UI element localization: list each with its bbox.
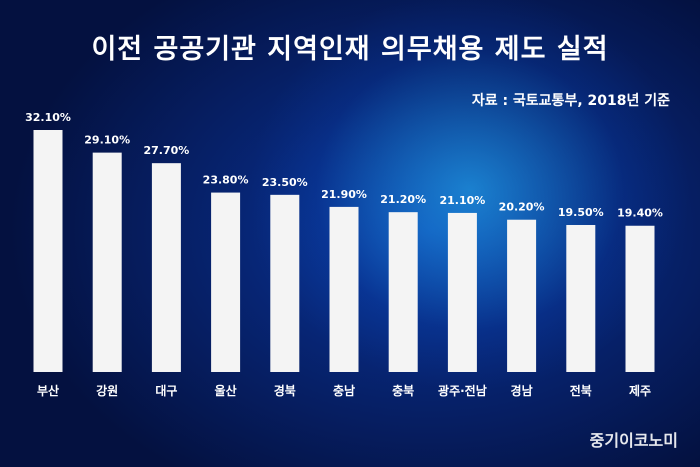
bar-1 [92, 152, 122, 372]
value-label-3: 23.80% [203, 174, 249, 187]
bar-4 [270, 194, 300, 372]
bar-0 [33, 130, 63, 372]
category-label-5: 충남 [333, 383, 355, 398]
chart-title: 이전 공공기관 지역인재 의무채용 제도 실적 [91, 34, 609, 65]
bar-3 [211, 192, 241, 372]
bar-10 [625, 225, 655, 372]
value-label-7: 21.10% [439, 194, 485, 207]
value-label-8: 20.20% [499, 201, 545, 214]
category-label-10: 제주 [629, 384, 651, 398]
value-label-4: 23.50% [262, 176, 308, 189]
bar-9 [566, 224, 596, 372]
category-label-4: 경북 [274, 384, 296, 398]
source-note: 자료 : 국토교통부, 2018년 기준 [471, 93, 670, 109]
bar-5 [329, 206, 359, 372]
category-label-7: 광주·전남 [438, 383, 487, 398]
value-label-0: 32.10% [25, 111, 71, 124]
category-label-0: 부산 [37, 383, 59, 398]
brand-logo-text: 중기이코노미 [589, 431, 678, 450]
bar-7 [447, 212, 477, 372]
value-label-6: 21.20% [380, 193, 426, 206]
bar-2 [151, 163, 181, 372]
category-label-6: 충북 [392, 383, 414, 398]
category-label-2: 대구 [155, 384, 177, 398]
category-label-1: 강원 [96, 384, 118, 398]
value-label-2: 27.70% [143, 144, 189, 157]
bar-6 [388, 212, 418, 372]
value-label-10: 19.40% [617, 207, 663, 220]
category-label-9: 전북 [570, 383, 592, 398]
category-label-8: 경남 [511, 383, 533, 398]
bar-8 [507, 219, 537, 372]
value-label-5: 21.90% [321, 188, 367, 201]
category-label-3: 울산 [215, 383, 237, 398]
bar-group: 32.10% 부산 29.10% 강원 27.70% 대구 23.80% 울산 23.50% 경북… [25, 111, 663, 398]
value-label-9: 19.50% [558, 206, 604, 219]
value-label-1: 29.10% [84, 134, 130, 147]
